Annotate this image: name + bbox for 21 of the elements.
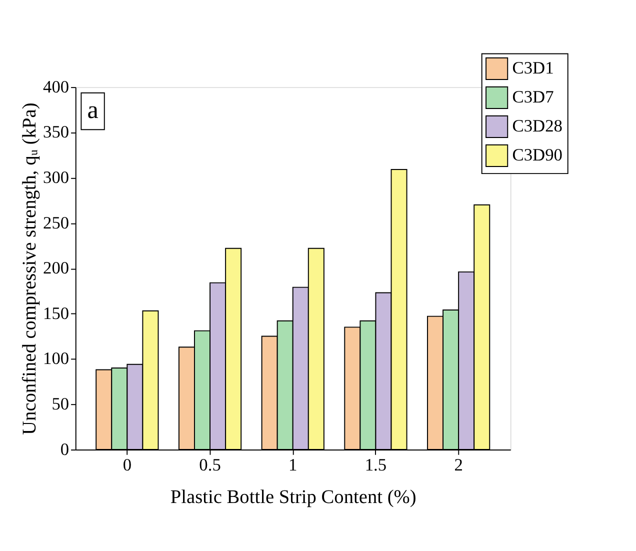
x-axis-title: Plastic Bottle Strip Content (%) xyxy=(170,487,416,508)
y-tick-label: 150 xyxy=(43,304,70,323)
y-tick-label: 200 xyxy=(43,258,70,278)
legend-label: C3D1 xyxy=(512,58,554,78)
y-tick-label: 100 xyxy=(43,349,70,368)
y-tick-label: 400 xyxy=(43,77,70,96)
x-tick-label: 2 xyxy=(454,455,463,474)
x-tick-label: 0 xyxy=(122,455,132,474)
x-tick-label: 0.5 xyxy=(199,455,222,474)
y-tick-label: 0 xyxy=(60,440,70,459)
legend-label: C3D7 xyxy=(512,88,554,107)
y-tick-label: 50 xyxy=(52,394,70,414)
y-tick-label: 250 xyxy=(43,213,70,232)
legend-label: C3D28 xyxy=(512,116,563,136)
x-tick-label: 1.5 xyxy=(364,455,387,474)
y-tick-label: 350 xyxy=(43,122,70,142)
annotation: a xyxy=(87,97,98,124)
legend-label: C3D90 xyxy=(512,146,563,165)
y-axis-title: Unconfined compressive strength, qᵤ (kPa) xyxy=(19,102,40,435)
x-tick-label: 1 xyxy=(288,455,298,474)
y-tick-label: 300 xyxy=(43,168,70,187)
